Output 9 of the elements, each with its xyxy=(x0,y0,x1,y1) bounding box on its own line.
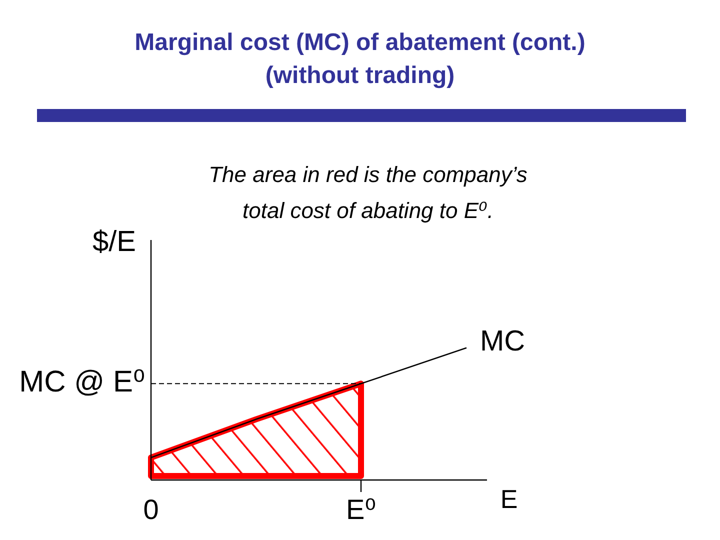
x-tick-label: E⁰ xyxy=(346,494,376,525)
series-label: MC xyxy=(480,326,526,358)
y-axis-title: $/E xyxy=(92,226,136,258)
x-tick-label: 0 xyxy=(143,494,159,525)
chart-title: Marginal cost (MC) of abatement (cont.) xyxy=(134,29,586,56)
text: The area in red is the company’s total cost of abating to E⁰. xyxy=(208,162,528,223)
chart-subtitle: (without trading) xyxy=(265,62,455,89)
x-axis-title: E xyxy=(500,484,518,514)
ref-line-label: MC @ E⁰ xyxy=(19,366,145,399)
